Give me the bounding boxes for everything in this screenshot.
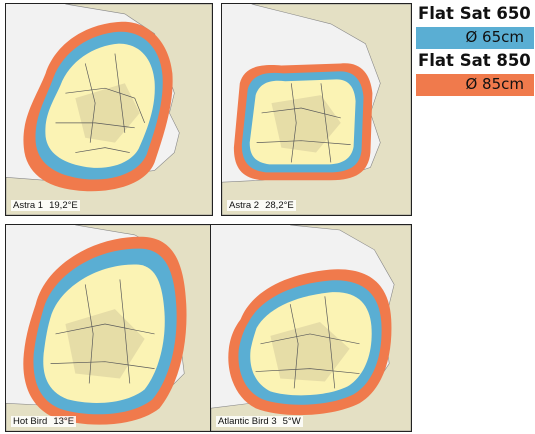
- coverage-map-atlantic-bird-3: Atlantic Bird 3 5°W: [210, 224, 412, 432]
- map-caption: Hot Bird 13°E: [11, 416, 77, 427]
- satellite-name: Astra 2: [229, 200, 260, 211]
- country-borders: [50, 279, 155, 384]
- country-borders: [55, 53, 145, 153]
- orbital-position: 5°W: [282, 416, 301, 427]
- orbital-position: 19,2°E: [49, 200, 78, 211]
- core-shade: [75, 83, 140, 143]
- country-borders: [256, 83, 351, 163]
- map-caption: Atlantic Bird 3 5°W: [216, 416, 303, 427]
- country-borders: [255, 296, 360, 389]
- coverage-map-graphic: [222, 4, 411, 215]
- map-caption: Astra 1 19,2°E: [11, 200, 80, 211]
- orbital-position: 13°E: [53, 416, 75, 427]
- coverage-map-graphic: [6, 4, 212, 215]
- legend-label-85cm: Ø 85cm: [465, 75, 524, 93]
- satellite-name: Astra 1: [13, 200, 44, 211]
- orbital-position: 28,2°E: [265, 200, 294, 211]
- legend-label-65cm: Ø 65cm: [465, 28, 524, 46]
- legend-swatch-65cm: Ø 65cm: [416, 27, 534, 49]
- coverage-map-astra-2: Astra 2 28,2°E: [221, 3, 412, 216]
- coverage-map-graphic: [6, 225, 212, 431]
- satellite-name: Hot Bird: [13, 416, 48, 427]
- coverage-map-astra-1: Astra 1 19,2°E: [5, 3, 213, 216]
- legend-swatch-85cm: Ø 85cm: [416, 74, 534, 96]
- coverage-map-graphic: [211, 225, 411, 431]
- legend-title-flat-sat-850: Flat Sat 850: [418, 51, 531, 70]
- satellite-name: Atlantic Bird 3: [218, 416, 277, 427]
- coverage-map-hot-bird: Hot Bird 13°E: [5, 224, 213, 432]
- map-caption: Astra 2 28,2°E: [227, 200, 296, 211]
- legend-title-flat-sat-650: Flat Sat 650: [418, 4, 531, 23]
